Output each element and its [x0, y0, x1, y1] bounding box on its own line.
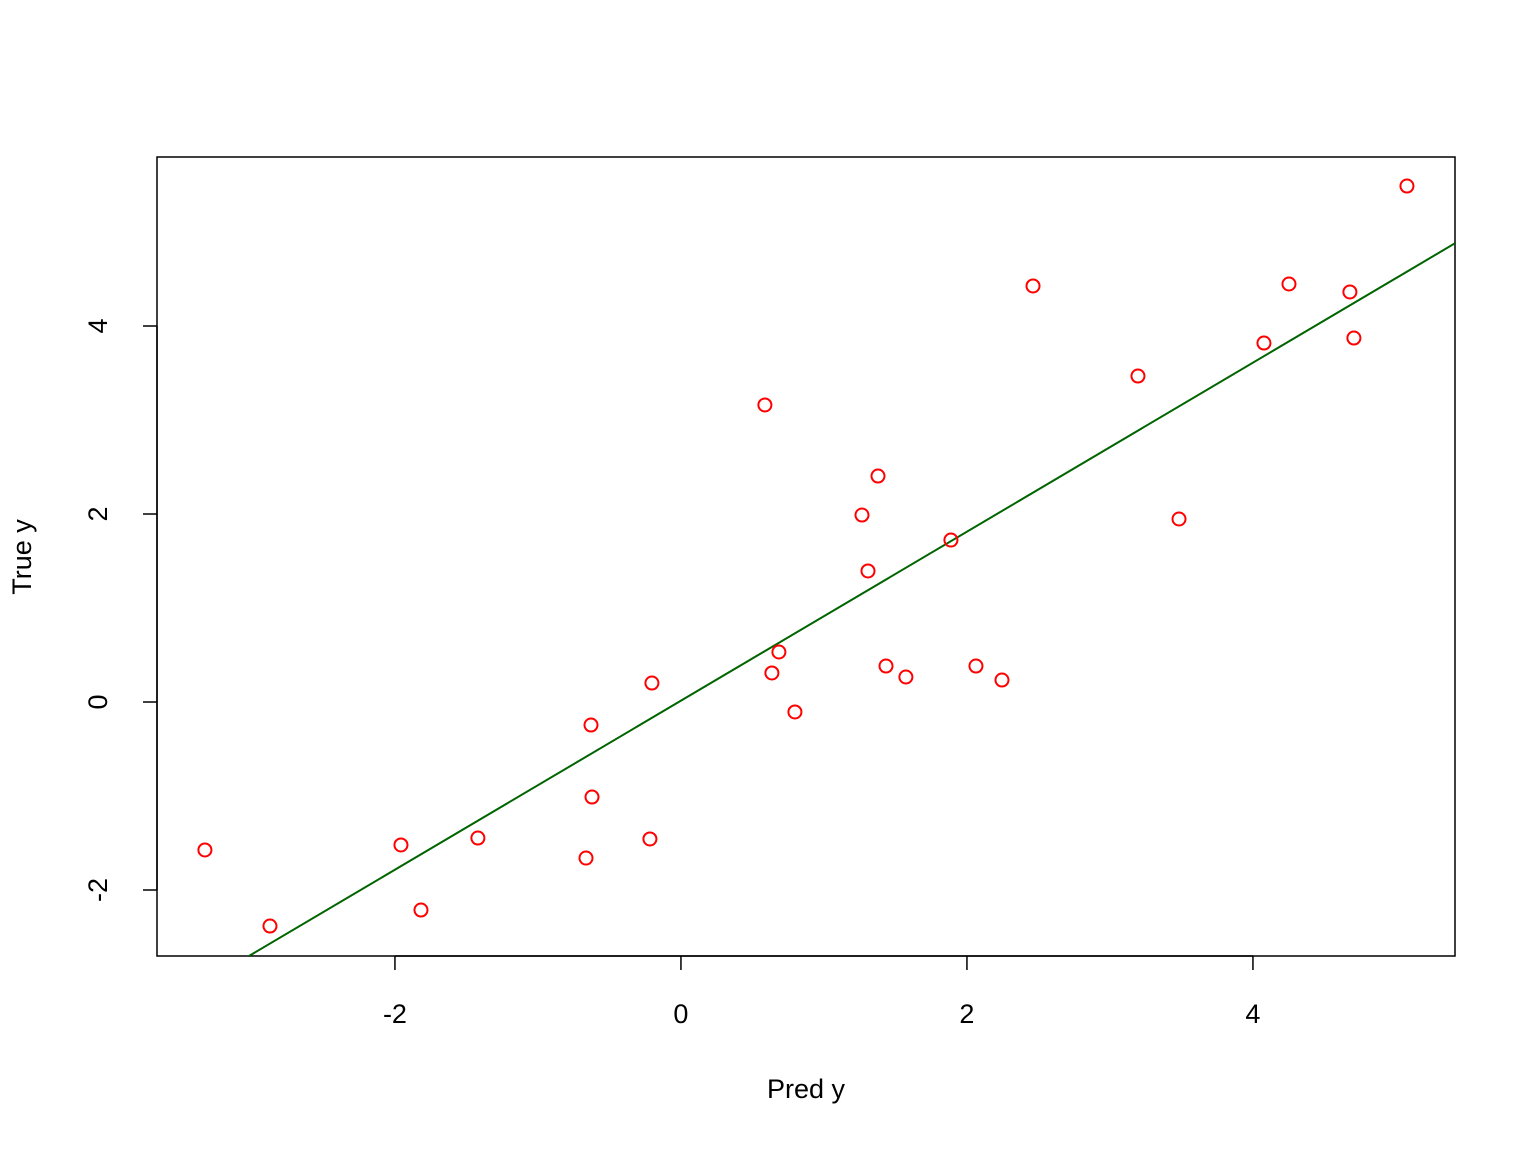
- fit-line: [246, 242, 1455, 956]
- point: [262, 918, 278, 934]
- point: [413, 902, 429, 918]
- point: [1399, 178, 1415, 194]
- point: [470, 830, 486, 846]
- y-tick-label: 4: [83, 318, 113, 333]
- x-tick-label: -2: [383, 999, 407, 1029]
- point: [1256, 335, 1272, 351]
- plot-box: [156, 156, 1456, 957]
- x-tick-label: 4: [1245, 999, 1260, 1029]
- point: [943, 532, 959, 548]
- point: [870, 468, 886, 484]
- point: [197, 842, 213, 858]
- point: [393, 837, 409, 853]
- x-tick-label: 0: [673, 999, 688, 1029]
- y-tick-label: 2: [83, 506, 113, 521]
- point: [1342, 284, 1358, 300]
- point: [584, 789, 600, 805]
- point: [578, 850, 594, 866]
- point: [764, 665, 780, 681]
- y-tick-label: -2: [83, 878, 113, 902]
- x-tick-label: 2: [959, 999, 974, 1029]
- point: [771, 644, 787, 660]
- y-tick-label: 0: [83, 694, 113, 709]
- point: [642, 831, 658, 847]
- point: [757, 397, 773, 413]
- point: [968, 658, 984, 674]
- point: [1171, 511, 1187, 527]
- point: [1025, 278, 1041, 294]
- point: [1130, 368, 1146, 384]
- point: [860, 563, 876, 579]
- point: [1346, 330, 1362, 346]
- x-axis-label: Pred y: [767, 1074, 846, 1104]
- y-axis-label: True y: [7, 519, 37, 595]
- point: [994, 672, 1010, 688]
- point: [854, 507, 870, 523]
- point: [787, 704, 803, 720]
- point: [898, 669, 914, 685]
- point: [644, 675, 660, 691]
- point: [878, 658, 894, 674]
- point: [583, 717, 599, 733]
- point: [1281, 276, 1297, 292]
